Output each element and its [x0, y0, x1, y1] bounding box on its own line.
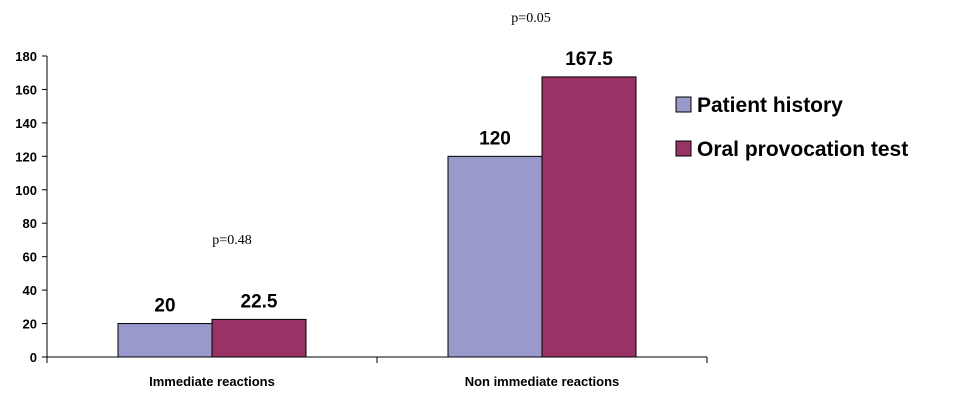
bars: [117, 76, 637, 358]
data-label-immediate-reactions-patient-history: 20: [154, 296, 175, 317]
bar-non-immediate-reactions-oral-provocation-test: [541, 76, 637, 358]
legend-swatch-oral-provocation-test: [675, 140, 692, 157]
data-labels: 20 22.5 120 167.5: [154, 49, 613, 317]
axes: 0 20 40 60 80 100 120 140 160 180 Immediate reacti…: [15, 49, 708, 389]
legend: Patient history Oral provocation test: [675, 94, 908, 161]
annotation-immediate: p=0.48: [212, 233, 251, 248]
y-tick-label: 60: [23, 250, 37, 265]
legend-label-patient-history: Patient history: [697, 94, 843, 117]
y-tick-label: 100: [15, 183, 37, 198]
bar-non-immediate-reactions-patient-history: [447, 155, 543, 358]
bar-immediate-reactions-oral-provocation-test: [211, 318, 307, 358]
y-tick-label: 140: [15, 116, 37, 131]
y-tick-label: 160: [15, 82, 37, 97]
y-tick-label: 40: [23, 283, 37, 298]
annotations: p=0.48 p=0.05: [212, 11, 550, 248]
y-tick-label: 180: [15, 49, 37, 64]
bar-immediate-reactions-patient-history: [117, 323, 213, 358]
y-tick-label: 120: [15, 149, 37, 164]
annotation-non-immediate: p=0.05: [511, 11, 550, 26]
legend-swatch-patient-history: [675, 96, 692, 113]
y-tick-label: 0: [30, 350, 37, 365]
data-label-immediate-reactions-oral-provocation-test: 22.5: [241, 291, 278, 312]
data-label-non-immediate-reactions-oral-provocation-test: 167.5: [565, 49, 613, 70]
data-label-non-immediate-reactions-patient-history: 120: [479, 128, 511, 149]
x-category-label: Immediate reactions: [149, 374, 275, 389]
x-category-label: Non immediate reactions: [465, 374, 620, 389]
y-tick-label: 80: [23, 216, 37, 231]
y-tick-label: 20: [23, 317, 37, 332]
legend-label-oral-provocation-test: Oral provocation test: [697, 138, 908, 161]
